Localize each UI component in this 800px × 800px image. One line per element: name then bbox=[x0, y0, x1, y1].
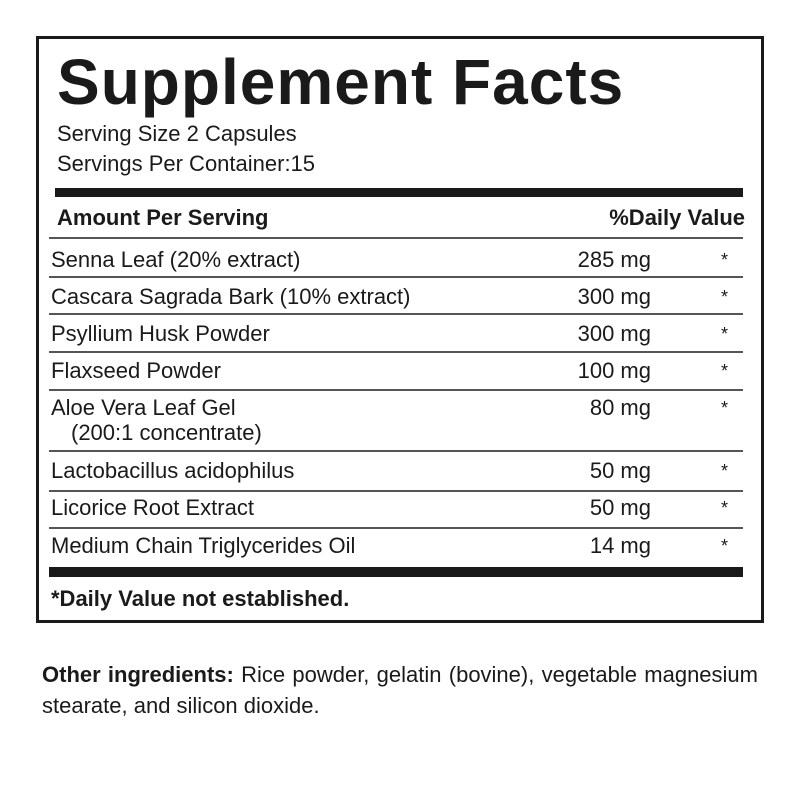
ingredient-amount: 285 mg bbox=[577, 247, 651, 272]
divider bbox=[49, 313, 743, 315]
divider bbox=[49, 450, 743, 452]
daily-value: * bbox=[721, 498, 729, 518]
ingredient-amount: 300 mg bbox=[577, 284, 651, 309]
ingredient-amount: 100 mg bbox=[577, 358, 651, 383]
panel-title: Supplement Facts bbox=[57, 46, 625, 118]
daily-value-header: %Daily Value bbox=[609, 205, 745, 230]
ingredient-amount: 14 mg bbox=[589, 533, 651, 558]
ingredient-name: Licorice Root Extract bbox=[51, 495, 254, 520]
other-ingredients-label: Other ingredients: bbox=[42, 662, 234, 687]
serving-size: Serving Size 2 Capsules bbox=[57, 121, 297, 146]
ingredient-name: Aloe Vera Leaf Gel bbox=[51, 395, 236, 420]
ingredient-subtext: (200:1 concentrate) bbox=[71, 420, 262, 445]
amount-per-serving-header: Amount Per Serving bbox=[57, 205, 269, 230]
footnote: *Daily Value not established. bbox=[51, 586, 350, 611]
ingredient-name: Psyllium Husk Powder bbox=[51, 321, 270, 346]
thick-divider bbox=[55, 188, 743, 197]
daily-value: * bbox=[721, 398, 729, 418]
ingredient-name: Lactobacillus acidophilus bbox=[51, 458, 295, 483]
daily-value: * bbox=[721, 536, 729, 556]
divider bbox=[49, 490, 743, 492]
daily-value: * bbox=[721, 250, 729, 270]
thick-divider bbox=[49, 567, 743, 577]
ingredient-amount: 50 mg bbox=[589, 458, 651, 483]
divider bbox=[49, 237, 743, 239]
ingredient-amount: 50 mg bbox=[589, 495, 651, 520]
ingredient-name: Medium Chain Triglycerides Oil bbox=[51, 533, 356, 558]
ingredient-name: Senna Leaf (20% extract) bbox=[51, 247, 301, 272]
divider bbox=[49, 351, 743, 353]
divider bbox=[49, 389, 743, 391]
ingredient-amount: 80 mg bbox=[589, 395, 651, 420]
ingredient-name: Flaxseed Powder bbox=[51, 358, 221, 383]
daily-value: * bbox=[721, 324, 729, 344]
servings-per-container: Servings Per Container:15 bbox=[57, 151, 316, 176]
other-ingredients: Other ingredients: Rice powder, gelatin … bbox=[42, 659, 758, 721]
ingredient-name: Cascara Sagrada Bark (10% extract) bbox=[51, 284, 411, 309]
divider bbox=[49, 527, 743, 529]
daily-value: * bbox=[721, 287, 729, 307]
daily-value: * bbox=[721, 361, 729, 381]
ingredient-amount: 300 mg bbox=[577, 321, 651, 346]
divider bbox=[49, 276, 743, 278]
daily-value: * bbox=[721, 461, 729, 481]
other-ingredients-text: Rice powder, gelatin (bovine), vegetable… bbox=[42, 662, 758, 718]
supplement-facts-panel: Supplement Facts Serving Size 2 Capsules… bbox=[36, 36, 764, 623]
